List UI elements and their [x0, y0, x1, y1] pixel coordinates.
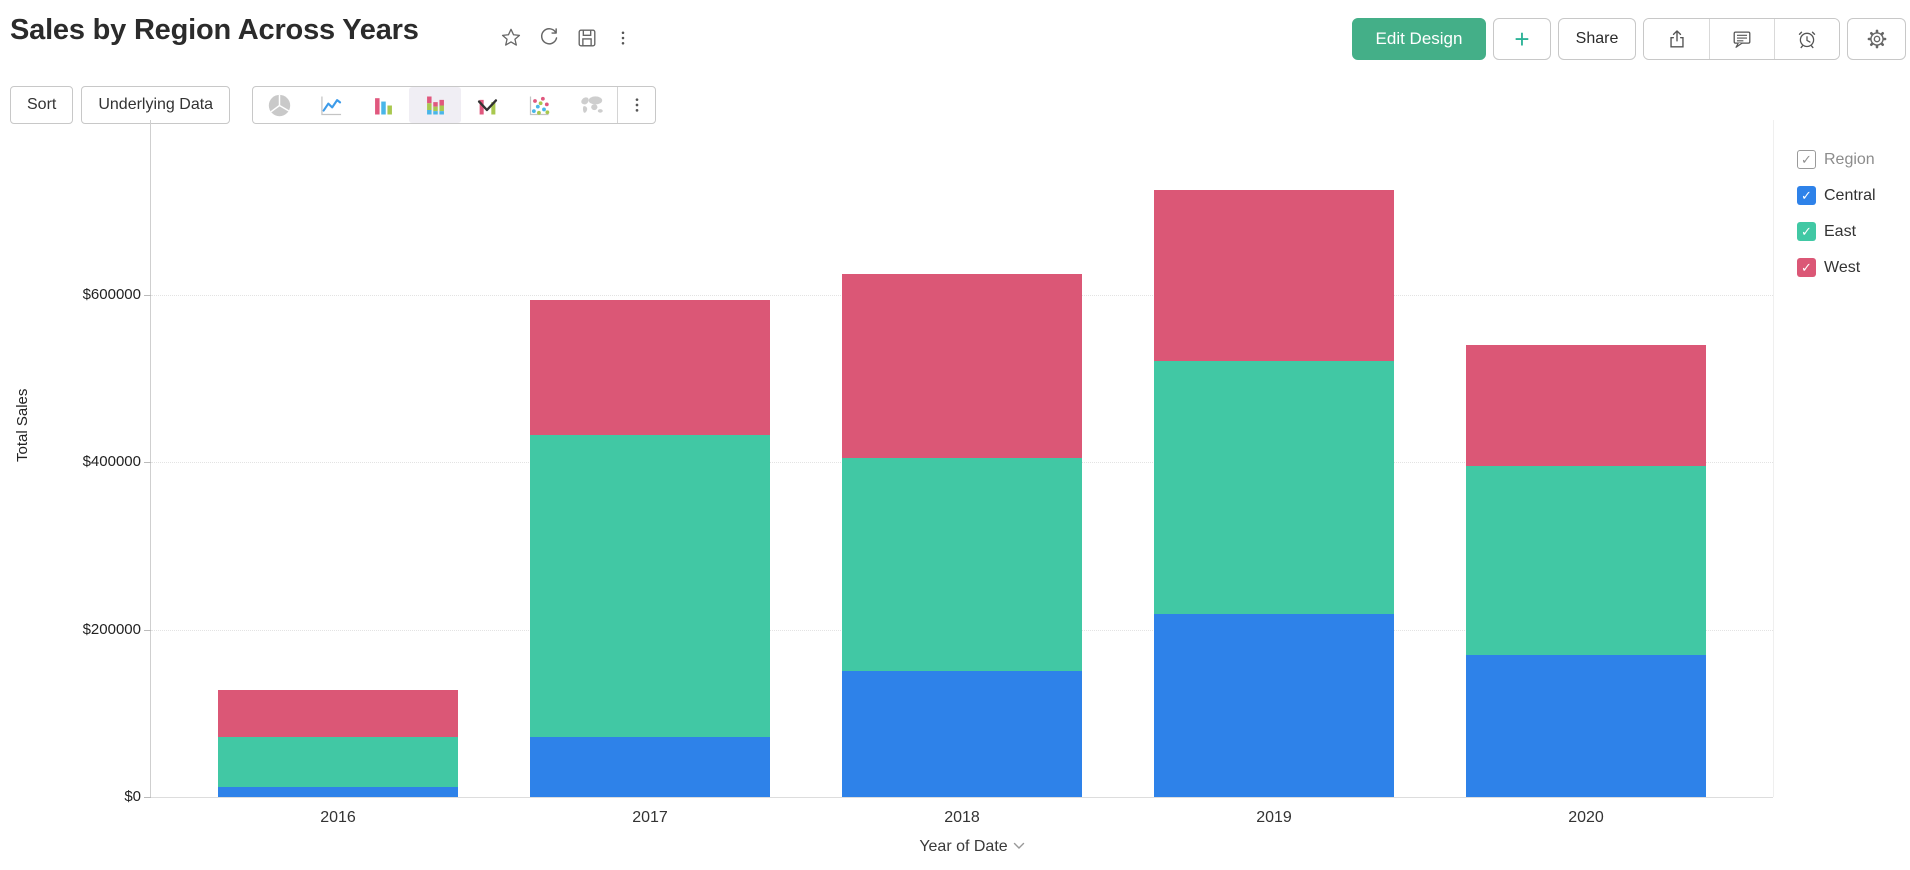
chart-type-combo[interactable] [461, 87, 513, 123]
bar-2018-central[interactable] [842, 671, 1082, 797]
bar-chart-icon [374, 97, 392, 114]
legend-item-east[interactable]: ✓ East [1797, 222, 1876, 241]
star-icon[interactable] [500, 27, 522, 49]
more-vertical-icon [635, 98, 638, 112]
legend-label: West [1824, 258, 1861, 276]
bar-2018-west[interactable] [842, 273, 1082, 458]
y-axis-line [150, 120, 151, 797]
refresh-icon[interactable] [538, 27, 560, 49]
x-tick-label-2016: 2016 [320, 809, 356, 826]
legend-label: East [1824, 222, 1857, 240]
chart-type-stacked-bar[interactable] [409, 87, 462, 123]
legend-header-region[interactable]: ✓ Region [1797, 150, 1876, 169]
underlying-data-button[interactable]: Underlying Data [81, 86, 231, 124]
legend-label: Central [1824, 186, 1876, 204]
chart-type-bar[interactable] [357, 87, 409, 123]
bar-2019-west[interactable] [1154, 189, 1394, 361]
title-action-icons [500, 27, 632, 49]
save-icon[interactable] [576, 27, 598, 49]
plot-right-border [1773, 120, 1774, 797]
comment-button[interactable] [1709, 19, 1774, 59]
x-axis-title: Year of Date [919, 838, 1008, 855]
chart-toolbar: Sort Underlying Data [10, 86, 657, 124]
pie-chart-icon [268, 94, 290, 116]
chart-type-selector [252, 86, 657, 124]
y-tick-label: $200000 [82, 620, 141, 638]
y-tick-label: $400000 [82, 453, 141, 470]
chart-legend: ✓ Region ✓ Central ✓ East ✓ West [1797, 150, 1876, 294]
checkbox-icon[interactable]: ✓ [1797, 150, 1816, 169]
bar-line-combo-chart-icon [477, 98, 497, 114]
chart-type-pie[interactable] [253, 87, 305, 123]
bar-2018-east[interactable] [842, 457, 1082, 672]
chart-type-map[interactable] [565, 87, 617, 123]
alarm-icon [1798, 31, 1816, 49]
y-tick-label: $0 [124, 788, 141, 805]
bar-2019-east[interactable] [1154, 360, 1394, 615]
settings-icon [1867, 29, 1886, 49]
y-tick-label: $600000 [82, 285, 141, 303]
share-button[interactable]: Share [1558, 18, 1636, 60]
export-icon [1669, 30, 1684, 48]
line-chart-icon [320, 96, 341, 115]
header-actions: Edit Design + Share [1352, 18, 1906, 60]
export-button[interactable] [1644, 19, 1709, 59]
bar-2020-central[interactable] [1466, 654, 1706, 797]
y-tick-mark [144, 797, 151, 798]
header-icon-button-group [1643, 18, 1840, 60]
x-axis-line [151, 797, 1773, 798]
x-axis-field[interactable]: Year of Date [862, 838, 1082, 856]
alert-button[interactable] [1774, 19, 1839, 59]
x-tick-label-2019: 2019 [1256, 809, 1292, 826]
checkbox-icon[interactable]: ✓ [1797, 222, 1816, 241]
bar-2017-east[interactable] [530, 435, 770, 737]
y-tick-mark [144, 294, 151, 296]
bar-2016-central[interactable] [218, 786, 458, 797]
page-title: Sales by Region Across Years [10, 14, 419, 46]
bar-2016-east[interactable] [218, 736, 458, 787]
chevron-down-icon [1013, 842, 1024, 849]
map-chart-icon [580, 95, 603, 113]
x-tick-label-2020: 2020 [1568, 809, 1604, 826]
bar-2017-west[interactable] [530, 299, 770, 436]
bar-2019-central[interactable] [1154, 614, 1394, 797]
y-tick-mark [144, 629, 151, 631]
legend-item-west[interactable]: ✓ West [1797, 258, 1876, 277]
comment-icon [1733, 31, 1751, 48]
chart-type-line[interactable] [305, 87, 357, 123]
settings-button[interactable] [1847, 18, 1906, 60]
bar-2020-east[interactable] [1466, 466, 1706, 655]
legend-label: Region [1824, 150, 1875, 168]
scatter-chart-icon [529, 96, 549, 115]
bar-2020-west[interactable] [1466, 344, 1706, 467]
x-tick-label-2018: 2018 [944, 809, 980, 826]
y-axis-title: Total Sales [14, 388, 31, 462]
checkbox-icon[interactable]: ✓ [1797, 186, 1816, 205]
more-vertical-icon[interactable] [614, 27, 632, 49]
more-chart-types-button[interactable] [617, 87, 655, 123]
edit-design-button[interactable]: Edit Design [1352, 18, 1486, 60]
legend-item-central[interactable]: ✓ Central [1797, 186, 1876, 205]
add-button[interactable]: + [1493, 18, 1551, 60]
checkbox-icon[interactable]: ✓ [1797, 258, 1816, 277]
stacked-bar-chart-icon [426, 96, 444, 114]
bar-2017-central[interactable] [530, 736, 770, 797]
bar-2016-west[interactable] [218, 689, 458, 737]
sort-button[interactable]: Sort [10, 86, 74, 124]
y-tick-mark [144, 462, 151, 463]
chart-type-scatter[interactable] [513, 87, 565, 123]
x-tick-label-2017: 2017 [632, 809, 668, 826]
